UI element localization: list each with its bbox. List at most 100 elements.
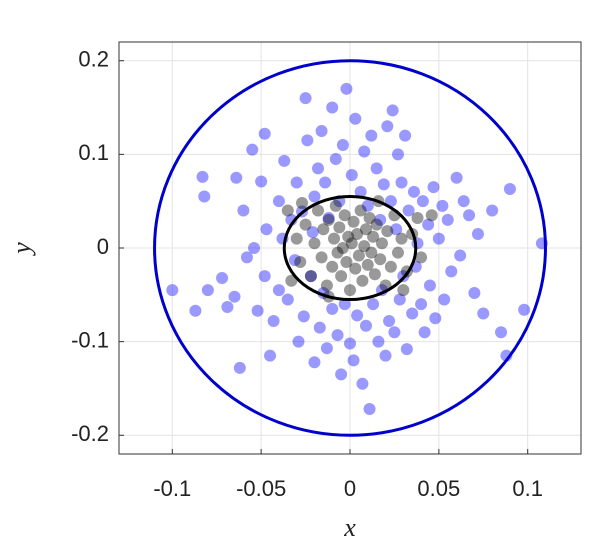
point bbox=[386, 104, 399, 117]
point bbox=[258, 127, 271, 140]
point bbox=[342, 230, 355, 243]
point bbox=[315, 251, 328, 264]
point bbox=[336, 242, 349, 254]
point bbox=[361, 199, 374, 212]
x-tick-label: 0.05 bbox=[417, 476, 460, 501]
point bbox=[429, 312, 442, 325]
point bbox=[333, 221, 346, 234]
point bbox=[326, 302, 339, 315]
point bbox=[365, 246, 378, 259]
point bbox=[358, 145, 371, 158]
point bbox=[381, 120, 394, 133]
point bbox=[331, 246, 344, 259]
x-tick-label: 0.1 bbox=[512, 476, 543, 501]
point bbox=[374, 253, 387, 266]
point bbox=[390, 223, 403, 236]
point bbox=[304, 270, 317, 283]
point bbox=[356, 377, 369, 390]
point bbox=[445, 265, 458, 278]
point bbox=[317, 223, 330, 236]
x-axis-label: x bbox=[343, 513, 356, 542]
point bbox=[304, 270, 317, 283]
point bbox=[397, 284, 410, 297]
point bbox=[258, 270, 271, 283]
y-axis-label: y bbox=[7, 242, 36, 257]
point bbox=[349, 112, 362, 125]
point bbox=[196, 170, 209, 183]
ellipse bbox=[153, 59, 547, 437]
y-tick-label: -0.1 bbox=[71, 327, 109, 352]
point bbox=[198, 190, 211, 203]
point bbox=[326, 101, 339, 114]
point bbox=[391, 148, 404, 161]
point bbox=[395, 176, 408, 189]
point bbox=[375, 237, 388, 250]
point bbox=[308, 356, 321, 369]
y-tick-label: 0.1 bbox=[78, 140, 109, 165]
point bbox=[301, 134, 314, 147]
point bbox=[297, 310, 310, 323]
point bbox=[285, 213, 298, 226]
point bbox=[427, 181, 440, 194]
point bbox=[340, 82, 353, 95]
point bbox=[432, 232, 445, 245]
point bbox=[503, 183, 516, 196]
point bbox=[359, 319, 372, 332]
point bbox=[370, 162, 383, 175]
point bbox=[308, 190, 321, 203]
point bbox=[358, 240, 371, 253]
point bbox=[402, 204, 415, 217]
point bbox=[436, 199, 449, 212]
point bbox=[416, 195, 429, 208]
point bbox=[328, 232, 341, 245]
point bbox=[425, 209, 438, 222]
point bbox=[384, 260, 397, 273]
point bbox=[319, 176, 332, 189]
x-tick-label: -0.05 bbox=[236, 476, 286, 501]
point bbox=[344, 337, 356, 350]
point bbox=[418, 326, 431, 339]
point bbox=[415, 298, 428, 311]
point bbox=[320, 342, 333, 355]
point bbox=[294, 256, 307, 269]
point bbox=[322, 212, 335, 225]
point bbox=[486, 204, 499, 217]
point bbox=[272, 284, 285, 297]
point bbox=[406, 307, 419, 320]
point bbox=[354, 185, 367, 198]
point bbox=[338, 209, 351, 222]
point bbox=[370, 218, 383, 231]
point bbox=[216, 271, 229, 284]
point bbox=[329, 199, 342, 212]
point bbox=[345, 168, 358, 181]
x-tick-label: 0 bbox=[344, 476, 356, 501]
point bbox=[450, 171, 463, 184]
point bbox=[240, 251, 253, 264]
point bbox=[457, 195, 470, 208]
point bbox=[335, 270, 348, 283]
point bbox=[264, 349, 277, 362]
point bbox=[400, 343, 413, 356]
point bbox=[367, 298, 380, 311]
point bbox=[407, 185, 420, 198]
point bbox=[463, 209, 476, 222]
point bbox=[329, 153, 342, 166]
y-tick-label: -0.2 bbox=[71, 421, 109, 446]
y-tick-label: 0.2 bbox=[78, 47, 109, 72]
point bbox=[315, 124, 328, 137]
point bbox=[260, 223, 273, 236]
point bbox=[326, 260, 339, 273]
point bbox=[361, 258, 374, 271]
point bbox=[299, 218, 312, 231]
point bbox=[288, 254, 301, 267]
point bbox=[363, 403, 376, 416]
point bbox=[411, 212, 424, 225]
point bbox=[281, 204, 294, 217]
point bbox=[237, 204, 250, 217]
point bbox=[395, 232, 408, 245]
point bbox=[166, 284, 179, 297]
point bbox=[359, 223, 372, 236]
point bbox=[354, 204, 367, 217]
point bbox=[228, 290, 241, 303]
